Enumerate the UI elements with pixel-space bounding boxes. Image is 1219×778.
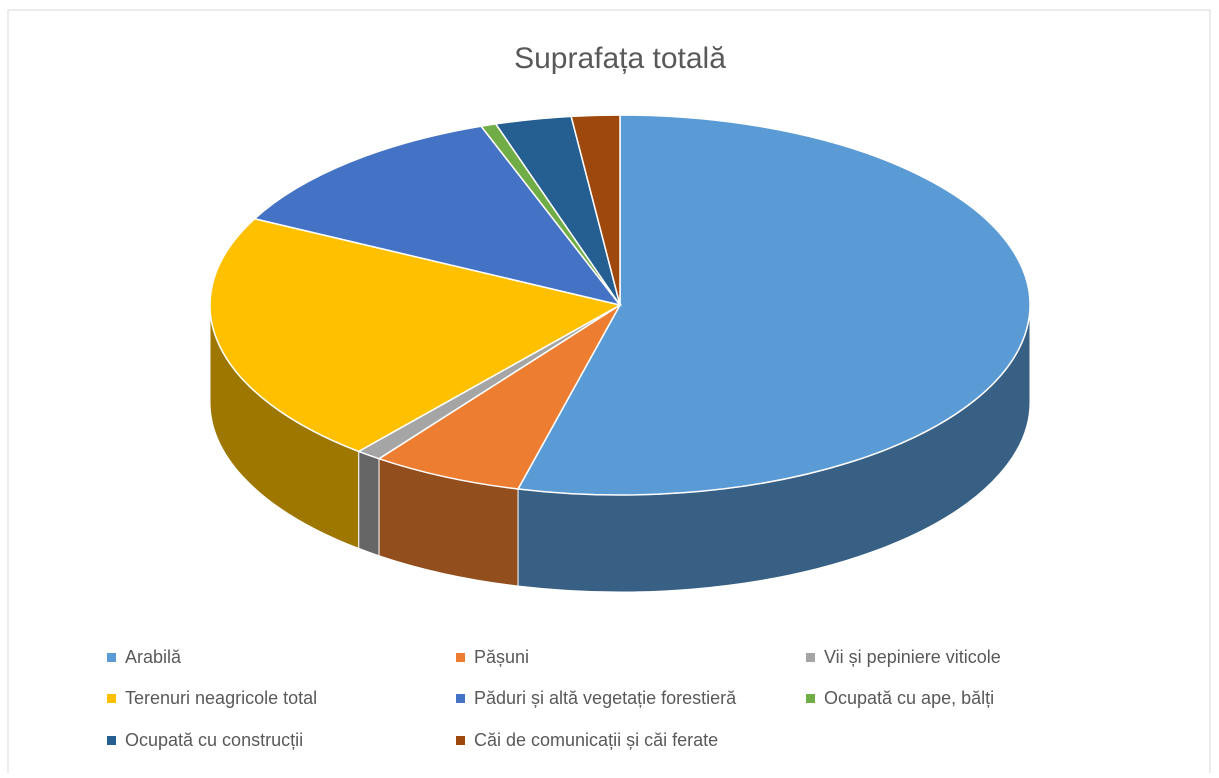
pie-slice [253, 125, 622, 307]
legend-marker [456, 694, 465, 703]
pie-slice [516, 114, 1031, 496]
legend-marker [107, 694, 116, 703]
legend-marker [107, 653, 116, 662]
pie-side [358, 450, 380, 557]
legend-label: Vii și pepiniere viticole [824, 647, 1001, 667]
legend-label: Ocupată cu construcții [125, 730, 303, 750]
legend-label: Păduri și altă vegetație forestieră [474, 688, 737, 708]
legend-label: Pășuni [474, 647, 529, 667]
chart-title: Suprafața totală [514, 42, 726, 75]
legend-marker [806, 694, 815, 703]
legend-marker [456, 736, 465, 745]
legend-label: Arabilă [125, 647, 182, 667]
pie-slice [570, 114, 621, 306]
legend-label: Terenuri neagricole total [125, 688, 317, 708]
pie-slice [377, 304, 621, 490]
legend-marker [456, 653, 465, 662]
legend-label: Ocupată cu ape, bălți [824, 688, 994, 708]
legend-marker [806, 653, 815, 662]
legend-marker [107, 736, 116, 745]
legend-label: Căi de comunicații și căi ferate [474, 730, 718, 750]
pie-slice [209, 217, 623, 453]
